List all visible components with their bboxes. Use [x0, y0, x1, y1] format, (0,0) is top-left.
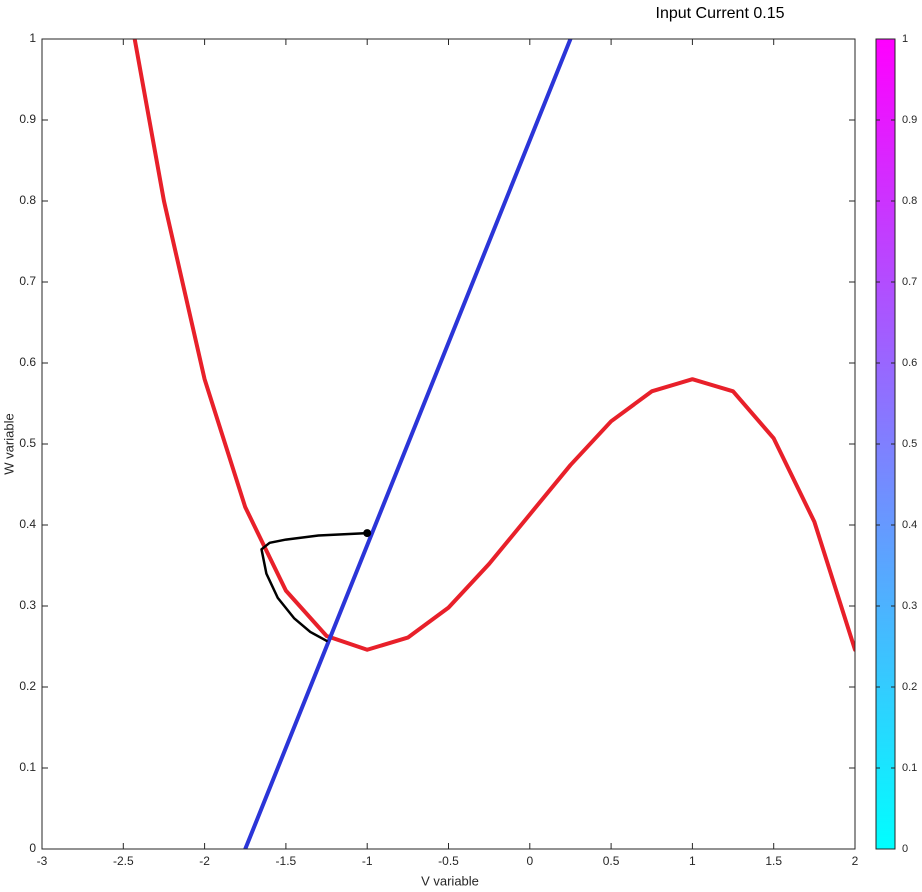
x-tick-label: 1: [689, 854, 696, 868]
y-tick-label: 0.5: [19, 436, 36, 450]
y-tick-label: 0.3: [19, 598, 36, 612]
x-tick-label: -0.5: [438, 854, 459, 868]
chart-title: Input Current 0.15: [656, 5, 785, 22]
y-tick-label: 0.4: [19, 517, 36, 531]
colorbar-tick-label: 0.6: [902, 357, 917, 369]
y-axis-label: W variable: [1, 413, 16, 474]
colorbar-tick-label: 1: [902, 33, 908, 45]
x-tick-label: -1: [362, 854, 373, 868]
x-axis-label: V variable: [421, 873, 479, 888]
y-tick-label: 1: [29, 31, 36, 45]
y-tick-label: 0.9: [19, 112, 36, 126]
colorbar-tick-label: 0.7: [902, 276, 917, 288]
x-tick-label: 1.5: [765, 854, 782, 868]
x-tick-label: -2.5: [113, 854, 134, 868]
plot-clip-group: [132, 39, 855, 849]
point: [363, 529, 372, 538]
y-tick-label: 0.8: [19, 193, 36, 207]
curve: [260, 531, 369, 643]
x-tick-label: 2: [852, 854, 859, 868]
x-tick-label: -3: [37, 854, 48, 868]
colorbar-tick-label: 0.8: [902, 195, 917, 207]
y-tick-label: 0.1: [19, 760, 36, 774]
colorbar-tick-label: 0.1: [902, 762, 917, 774]
y-tick-label: 0.2: [19, 679, 36, 693]
colorbar-tick-label: 0: [902, 843, 908, 855]
y-tick-label: 0: [29, 841, 36, 855]
colorbar-tick-label: 0.4: [902, 519, 917, 531]
y-tick-label: 0.6: [19, 355, 36, 369]
x-tick-label: -2: [199, 854, 210, 868]
x-tick-label: -1.5: [276, 854, 297, 868]
curve: [132, 39, 855, 652]
x-tick-label: 0: [526, 854, 533, 868]
curve: [243, 39, 573, 849]
colorbar-tick-label: 0.5: [902, 438, 917, 450]
colorbar-tick-label: 0.3: [902, 600, 917, 612]
y-tick-label: 0.7: [19, 274, 36, 288]
colorbar-tick-label: 0.2: [902, 681, 917, 693]
plot-area: [42, 39, 855, 849]
x-tick-label: 0.5: [603, 854, 620, 868]
axes-box: [41, 38, 856, 850]
colorbar-tick-label: 0.9: [902, 114, 917, 126]
